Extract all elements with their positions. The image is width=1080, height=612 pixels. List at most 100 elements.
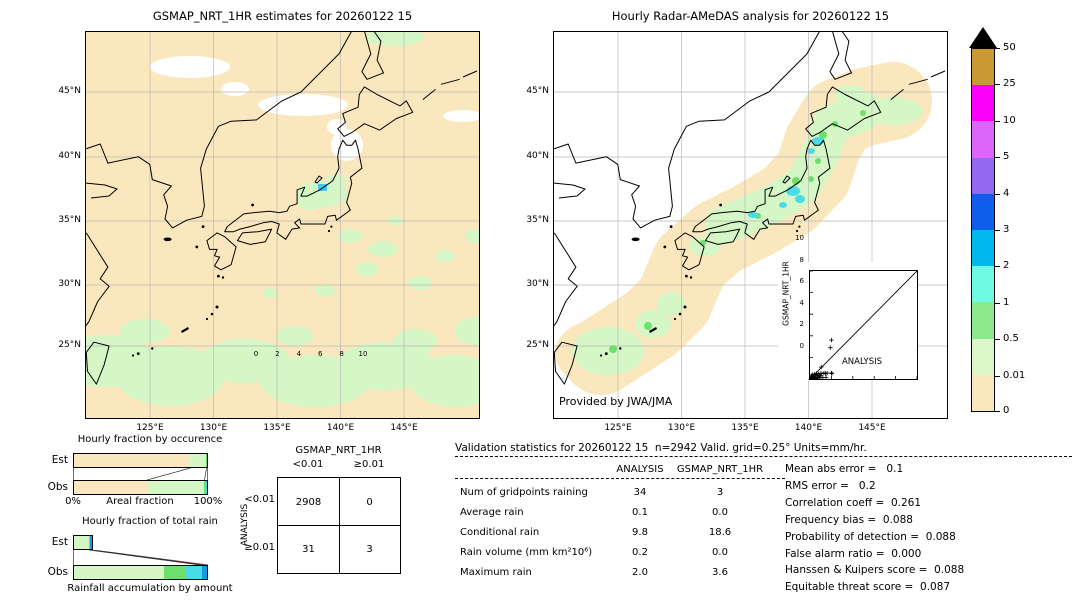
bar-segment bbox=[185, 566, 202, 579]
totalrain-est-label: Est bbox=[51, 536, 68, 548]
inset-ylabel: GSMAP_NRT_1HR bbox=[781, 261, 791, 326]
inset-xlabel: ANALYSIS bbox=[841, 357, 883, 367]
colorbar-label: 0.01 bbox=[1003, 369, 1026, 381]
right-map-ytick: 35°N bbox=[526, 215, 549, 225]
left-map-xtick: 140°E bbox=[326, 423, 355, 433]
right-map-xtick: 130°E bbox=[667, 423, 696, 433]
stats-gsmap-value: 0.0 bbox=[712, 507, 728, 518]
bar-segment bbox=[74, 481, 148, 494]
right-map-ytick: 30°N bbox=[526, 279, 549, 289]
colorbar-tickmark bbox=[995, 266, 1000, 268]
right-map-ytick: 40°N bbox=[526, 151, 549, 161]
colorbar-segment bbox=[972, 85, 994, 122]
right-map-xtick: 125°E bbox=[604, 423, 632, 433]
occurrence-obs-label: Obs bbox=[47, 481, 68, 493]
occurrence-est-bar bbox=[73, 453, 208, 468]
colorbar-tickmark bbox=[995, 375, 1000, 377]
stats-row-label: Maximum rain bbox=[460, 567, 532, 578]
colorbar-label: 2 bbox=[1003, 260, 1010, 272]
inset-scatter-plot bbox=[808, 270, 918, 381]
colorbar-segment bbox=[972, 121, 994, 158]
colorbar-tickmark bbox=[995, 120, 1000, 122]
colorbar-tickmark bbox=[995, 84, 1000, 86]
colorbar-tickmark bbox=[995, 411, 1000, 412]
right-map-xtick: 135°E bbox=[731, 423, 759, 433]
contingency-cell: 31 bbox=[302, 543, 315, 555]
inset-xtick: 6 bbox=[317, 350, 323, 358]
bar-segment bbox=[189, 454, 206, 467]
stats-col-gsmap: GSMAP_NRT_1HR bbox=[676, 464, 764, 475]
metric-line: RMS error = 0.2 bbox=[785, 479, 876, 492]
colorbar bbox=[971, 48, 995, 412]
colorbar-tickmark bbox=[995, 157, 1000, 159]
bar-segment bbox=[205, 481, 207, 494]
inset-plot-area bbox=[808, 270, 918, 381]
stats-analysis-value: 2.0 bbox=[632, 567, 648, 578]
bar-segment bbox=[164, 566, 186, 579]
contingency-cell: 3 bbox=[366, 543, 373, 555]
left-map-ytick: 45°N bbox=[58, 86, 81, 96]
colorbar-tickmark bbox=[995, 230, 1000, 231]
right-map-title: Hourly Radar-AMeDAS analysis for 2026012… bbox=[611, 9, 890, 23]
metric-line: Hanssen & Kuipers score = 0.088 bbox=[785, 564, 965, 577]
stats-row-label: Rain volume (mm km²10⁶) bbox=[460, 547, 593, 558]
bar-segment bbox=[201, 566, 207, 579]
left-map-xtick: 130°E bbox=[199, 423, 228, 433]
right-map-frame bbox=[553, 31, 948, 419]
occurrence-xlabel: Areal fraction bbox=[106, 496, 174, 507]
bar-segment bbox=[90, 536, 93, 549]
inset-xtick: 4 bbox=[296, 350, 302, 358]
radar-moderate-rain-dots bbox=[609, 110, 866, 353]
bar-segment bbox=[88, 536, 91, 549]
colorbar-label: 25 bbox=[1003, 78, 1016, 90]
occurrence-chart-title: Hourly fraction by occurence bbox=[77, 434, 223, 445]
colorbar-tickmark bbox=[995, 339, 1000, 341]
contingency-col-header: GSMAP_NRT_1HR bbox=[295, 445, 382, 456]
inset-ytick: 8 bbox=[799, 256, 804, 264]
identity-line bbox=[809, 270, 918, 380]
stats-divider-top bbox=[455, 456, 1072, 457]
map-gridlines bbox=[85, 31, 480, 419]
colorbar-label: 4 bbox=[1003, 187, 1010, 199]
credit-text: Provided by JWA/JMA bbox=[559, 395, 673, 408]
left-map-title: GSMAP_NRT_1HR estimates for 20260122 15 bbox=[152, 9, 413, 23]
left-map-xtick: 135°E bbox=[263, 423, 291, 433]
contingency-table: 2908 0 31 3 bbox=[277, 477, 401, 574]
inset-xtick: 10 bbox=[358, 350, 368, 358]
colorbar-segment bbox=[972, 193, 994, 231]
gsmap-nodata-patches bbox=[150, 56, 480, 161]
totalrain-obs-bar bbox=[73, 565, 208, 580]
inset-ytick: 10 bbox=[795, 234, 804, 242]
stats-divider-header bbox=[455, 478, 785, 479]
radar-heavy-rain-cells bbox=[748, 137, 824, 218]
contingency-cell: 2908 bbox=[295, 496, 322, 508]
totalrain-connectors bbox=[73, 550, 208, 565]
colorbar-tickmark bbox=[995, 302, 1000, 304]
colorbar-label: 0 bbox=[1003, 405, 1010, 416]
stats-gsmap-value: 3 bbox=[716, 487, 724, 498]
bar-segment bbox=[204, 481, 206, 494]
stats-row-label: Num of gridpoints raining bbox=[460, 487, 588, 498]
right-map-xtick: 145°E bbox=[858, 423, 886, 433]
colorbar-label: 3 bbox=[1003, 224, 1010, 235]
contingency-cell: 0 bbox=[366, 496, 373, 508]
stats-analysis-value: 34 bbox=[633, 487, 647, 498]
stats-analysis-value: 0.2 bbox=[632, 547, 648, 558]
inset-xtick: 2 bbox=[275, 350, 280, 358]
stats-gsmap-value: 3.6 bbox=[712, 567, 728, 578]
stats-row-label: Average rain bbox=[460, 507, 524, 518]
totalrain-chart-title: Hourly fraction of total rain bbox=[82, 516, 218, 527]
left-map-xtick: 145°E bbox=[390, 423, 418, 433]
inset-ytick: 4 bbox=[799, 299, 804, 307]
metrics-list: Mean abs error = 0.1 RMS error = 0.2 Cor… bbox=[785, 461, 964, 596]
colorbar-segment bbox=[972, 230, 994, 267]
colorbar-segment bbox=[972, 157, 994, 194]
stats-title: Validation statistics for 20260122 15 n=… bbox=[455, 442, 867, 454]
colorbar-label: 1 bbox=[1003, 296, 1010, 308]
colorbar-segment bbox=[972, 302, 994, 339]
stats-analysis-value: 0.1 bbox=[632, 507, 648, 518]
bar-segment bbox=[74, 566, 165, 579]
totalrain-xlabel: Rainfall accumulation by amount bbox=[67, 583, 233, 594]
metric-line: Equitable threat score = 0.087 bbox=[785, 581, 951, 594]
gsmap-light-rain-patches bbox=[85, 31, 480, 407]
